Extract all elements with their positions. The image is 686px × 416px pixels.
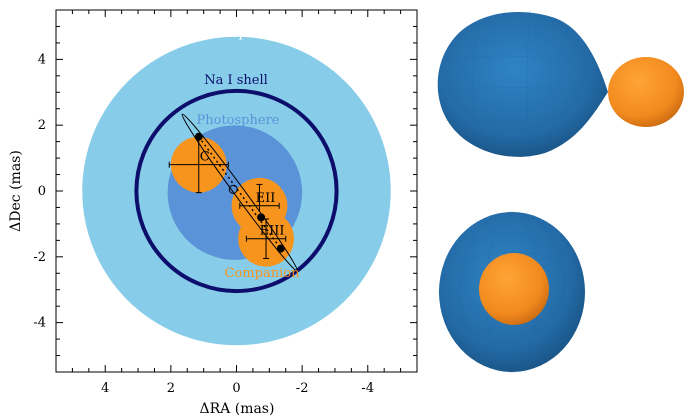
companion-epoch-label: EIII <box>260 224 285 239</box>
x-tick-label: 2 <box>167 381 175 396</box>
nai-shell-ring <box>134 88 339 294</box>
rendering-top-view <box>438 211 586 373</box>
y-tick-label: -4 <box>33 316 46 331</box>
sky-plot: C EII EIII 4 2 0 -2 -4 4 2 0 -2 -4 MOLsphere Na I s… <box>8 9 418 416</box>
photosphere-label: Photosphere <box>197 113 280 128</box>
y-tick-label: 0 <box>38 184 46 199</box>
y-tick-label: -2 <box>33 250 46 265</box>
axis-ticks: 4 2 0 -2 -4 4 2 0 -2 -4 <box>33 10 417 396</box>
orbit-point <box>194 132 203 141</box>
x-axis-label: ΔRA (mas) <box>200 401 275 416</box>
y-axis-label: ΔDec (mas) <box>8 150 24 232</box>
x-tick-label: 4 <box>101 381 109 396</box>
orbit-point <box>276 244 285 253</box>
nai-shell-label: Na I shell <box>204 73 268 88</box>
rendering-side-view <box>437 9 684 159</box>
x-tick-label: -4 <box>361 381 374 396</box>
orbit-point <box>257 213 266 222</box>
molsphere-label: MOLsphere <box>199 26 277 41</box>
y-tick-label: 2 <box>38 118 46 133</box>
y-tick-label: 4 <box>38 52 46 67</box>
orbit-group <box>181 113 299 272</box>
orbit-ellipse <box>181 113 299 272</box>
companion-label: Companion <box>225 266 301 281</box>
primary-marker <box>228 184 238 194</box>
x-tick-label: 0 <box>232 381 240 396</box>
companion-epoch-label: C <box>200 150 210 165</box>
orbit-dotted-line <box>198 136 282 250</box>
companion-sphere-side <box>608 57 684 127</box>
companion-epoch-label: EII <box>256 191 276 206</box>
x-tick-label: -2 <box>296 381 309 396</box>
roche-lobe-star <box>437 12 608 157</box>
companion-sphere-top <box>479 253 549 325</box>
